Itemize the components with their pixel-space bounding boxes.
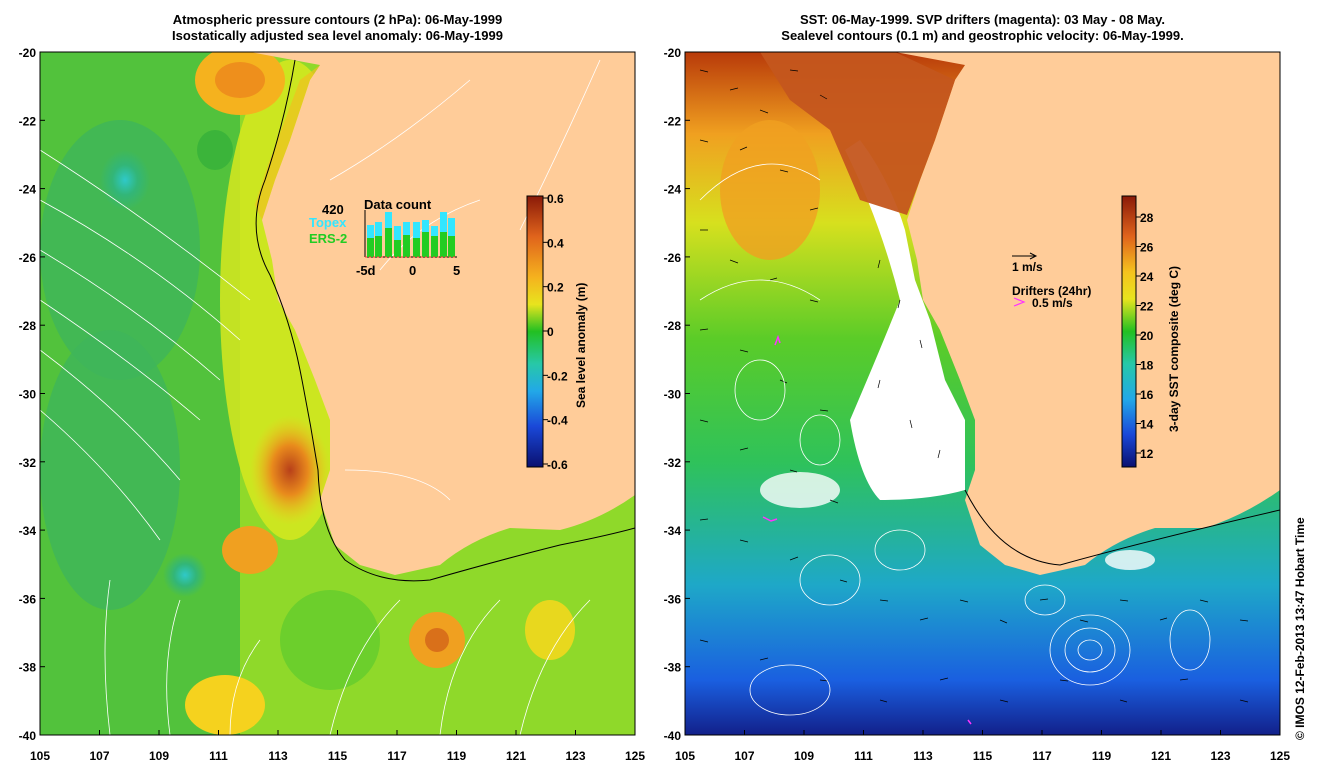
sst-cbar-label: 18 [1140,359,1154,373]
velocity-vectors [699,69,1249,703]
sst-cbar-label: 14 [1140,418,1154,432]
inset-xtick-0: 0 [409,263,416,278]
left_panel-lon-label: 111 [209,749,228,763]
right-title-line2: Sealevel contours (0.1 m) and geostrophi… [781,28,1184,43]
right-map-title: SST: 06-May-1999. SVP drifters (magenta)… [685,12,1280,44]
data-count-inset: 420 Data count Topex ERS-2 -5d 0 5 [309,197,460,278]
sla-cbar-label: 0.2 [547,281,564,295]
imos-credit: © IMOS 12-Feb-2013 13:47 Hobart Time [1293,517,1307,740]
inset-count-value: 420 [322,202,344,217]
right_panel-lat-label: -28 [664,319,682,333]
pressure-contours [40,59,601,735]
left_panel-lat-label: -24 [19,183,37,197]
right_panel-lat-label: -20 [664,46,682,60]
inset-bars [367,212,455,257]
right_panel-lon-label: 117 [1032,749,1052,763]
left_panel-lon-label: 105 [30,749,50,763]
drifter-tracks [762,334,972,725]
right_panel-lat-label: -22 [664,114,682,128]
right_panel-lon-label: 105 [675,749,695,763]
left_panel-lon-label: 115 [328,749,348,763]
sst-cbar-label: 24 [1140,270,1154,284]
sealevel-contours [699,163,1211,716]
inset-xtick-minus5: -5d [356,263,376,278]
sla-cbar-label: 0.6 [547,192,564,206]
sst-cbar-label: 22 [1140,300,1154,314]
sst-cbar-label: 28 [1140,211,1154,225]
right_panel-lat-label: -36 [664,592,682,606]
sla-colorbar [526,195,544,468]
right_panel-lat-label: -26 [664,251,682,265]
right-map-plot [685,52,1280,735]
cloud-mask [845,140,965,500]
sst-cbar-label: 20 [1140,329,1154,343]
left-map-plot [40,52,635,735]
left_panel-lat-label: -20 [19,46,37,60]
right_panel-lat-label: -38 [664,661,682,675]
right_panel-lat-label: -34 [664,524,682,538]
left_panel-lon-label: 121 [506,749,526,763]
sla-cbar-label: 0.4 [547,236,564,250]
australia-land-right [895,52,1280,575]
right-title-line1: SST: 06-May-1999. SVP drifters (magenta)… [799,12,1166,27]
right_panel-lat-label: -40 [664,729,682,743]
velocity-arrow-icon [1029,252,1038,260]
sst-colorbar [1121,195,1137,468]
sla-cbar-label: -0.6 [547,458,568,472]
sla-cbar-label: 0 [547,325,554,339]
right_panel-lon-label: 113 [913,749,933,763]
axis-ticks: 105 107 109 111 113 115 117 119 121 123 125-20-22-… [19,46,1291,763]
left_panel-lat-label: -36 [19,592,37,606]
drifter-legend-speed: 0.5 m/s [1032,296,1073,310]
left-map-title: Atmospheric pressure contours (2 hPa): 0… [40,12,635,44]
left-title-line2: Isostatically adjusted sea level anomaly… [172,28,503,43]
left_panel-lat-label: -40 [19,729,37,743]
sst-cbar-label: 12 [1140,447,1154,461]
right_panel-lon-label: 111 [854,749,873,763]
sla-cbar-label: -0.2 [547,369,568,383]
drifter-legend: Drifters (24hr) 0.5 m/s [1012,284,1091,310]
left_panel-lon-label: 117 [387,749,407,763]
right_panel-lat-label: -24 [664,183,682,197]
right_panel-lon-label: 107 [734,749,754,763]
inset-title: Data count [364,197,432,212]
sst-cbar-label: 26 [1140,241,1154,255]
right_panel-lat-label: -32 [664,456,682,470]
sst-colorbar-label: 3-day SST composite (deg C) [1167,265,1181,432]
inset-xtick-5: 5 [453,263,460,278]
left_panel-lon-label: 107 [89,749,109,763]
right_panel-lon-label: 119 [1092,749,1112,763]
left_panel-lat-label: -22 [19,114,37,128]
left_panel-lon-label: 109 [149,749,169,763]
right_panel-lon-label: 125 [1270,749,1290,763]
left_panel-lon-label: 125 [625,749,645,763]
left-title-line1: Atmospheric pressure contours (2 hPa): 0… [172,12,503,27]
left_panel-lat-label: -38 [19,661,37,675]
right_panel-lon-label: 123 [1210,749,1230,763]
left_panel-lon-label: 123 [565,749,585,763]
left_panel-lat-label: -32 [19,456,37,470]
left_panel-lat-label: -28 [19,319,37,333]
left_panel-lat-label: -30 [19,388,37,402]
velocity-legend: 1 m/s [1012,252,1043,274]
velocity-legend-label: 1 m/s [1012,260,1043,274]
left_panel-lat-label: -26 [19,251,37,265]
sla-cbar-label: -0.4 [547,414,568,428]
right_panel-lon-label: 115 [973,749,993,763]
right_panel-lon-label: 109 [794,749,814,763]
drifter-legend-title: Drifters (24hr) [1012,284,1091,298]
right_panel-lat-label: -30 [664,388,682,402]
inset-legend-ers: ERS-2 [309,231,347,246]
sla-colorbar-label: Sea level anomaly (m) [574,282,588,408]
right_panel-lon-label: 121 [1151,749,1171,763]
left_panel-lat-label: -34 [19,524,37,538]
inset-legend-topex: Topex [309,215,347,230]
sst-cbar-label: 16 [1140,388,1154,402]
left_panel-lon-label: 119 [447,749,467,763]
left_panel-lon-label: 113 [268,749,288,763]
drifter-arrow-icon [1013,297,1026,307]
